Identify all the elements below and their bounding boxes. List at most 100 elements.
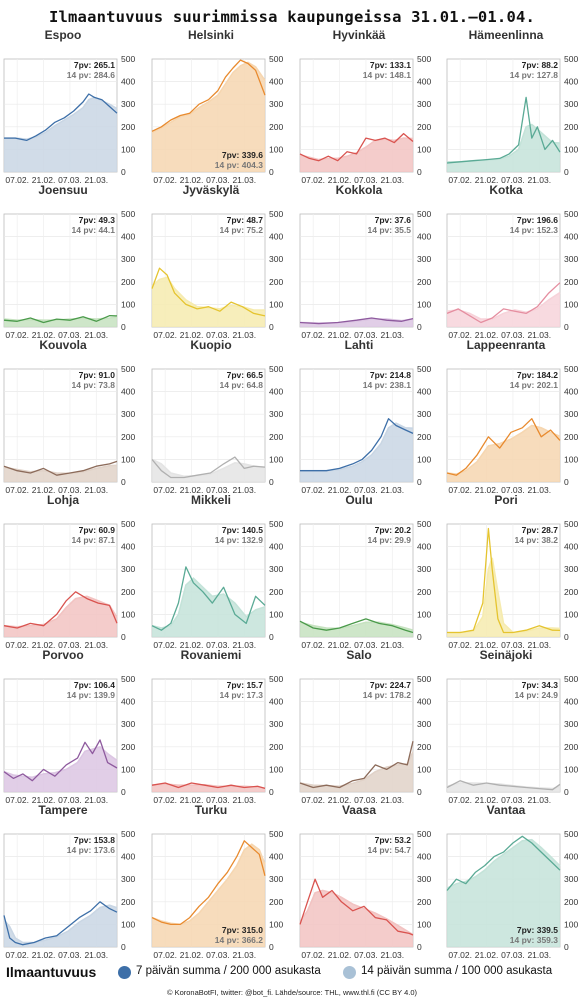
x-tick-label: 07.02. (153, 485, 177, 495)
y-tick-label: 0 (417, 477, 422, 487)
y-tick-label: 100 (417, 454, 431, 464)
y-tick-label: 200 (417, 587, 431, 597)
city-name: Kokkola (335, 183, 383, 197)
y-tick-label: 400 (121, 697, 135, 707)
city-chart: 0 100 200 300 400 500 07.02. 21.02. 07.03. 21.03.… (151, 364, 283, 495)
city-panel: Espoo 0 100 200 300 400 500 07.02. 21.02. 07.03. 2… (3, 28, 154, 185)
y-tick-label: 300 (269, 254, 283, 264)
y-tick-label: 100 (121, 454, 135, 464)
x-tick-label: 07.02. (153, 640, 177, 650)
x-tick-label: 21.02. (32, 485, 56, 495)
x-tick-label: 07.03. (501, 640, 525, 650)
series-7day-line (151, 840, 266, 926)
y-tick-label: 400 (417, 387, 431, 397)
small-multiples-grid: Espoo 0 100 200 300 400 500 07.02. 21.02. 07.03. 2… (0, 28, 584, 960)
x-tick-label: 21.02. (328, 640, 352, 650)
city-panel: Kouvola 0 100 200 300 400 500 07.02. 21.02. 07.03… (3, 338, 154, 495)
x-tick-label: 21.03. (84, 795, 108, 805)
series-14day-line (3, 464, 118, 475)
legend-7day-marker (118, 966, 131, 979)
y-tick-label: 400 (564, 852, 578, 862)
x-tick-label: 07.03. (354, 330, 378, 340)
series-14day-area (4, 97, 117, 172)
x-tick-label: 21.03. (84, 330, 108, 340)
stat-14day: 14 pv: 178.2 (363, 690, 411, 700)
city-name: Espoo (44, 28, 82, 42)
series-14day-line (3, 745, 118, 779)
y-tick-label: 100 (417, 609, 431, 619)
x-tick-label: 07.03. (354, 795, 378, 805)
city-name: Vantaa (486, 803, 526, 817)
y-tick-label: 500 (417, 519, 431, 529)
y-tick-label: 300 (417, 254, 431, 264)
city-name: Kouvola (39, 338, 87, 352)
x-tick-label: 07.03. (206, 640, 230, 650)
city-chart: 0 100 200 300 400 500 07.02. 21.02. 07.03. 21.03.… (299, 829, 431, 960)
x-tick-label: 07.03. (206, 485, 230, 495)
y-tick-label: 100 (564, 144, 578, 154)
y-tick-label: 0 (564, 942, 569, 952)
x-tick-label: 07.02. (448, 950, 472, 960)
y-tick-label: 300 (417, 99, 431, 109)
y-tick-label: 200 (417, 742, 431, 752)
x-tick-label: 07.02. (301, 175, 325, 185)
y-tick-label: 400 (269, 697, 283, 707)
x-tick-label: 21.03. (527, 175, 551, 185)
x-tick-label: 07.03. (58, 485, 82, 495)
stat-14day: 14 pv: 238.1 (363, 380, 411, 390)
series-14day-line (3, 904, 118, 944)
city-panel: Lahti 0 100 200 300 400 500 07.02. 21.02. 07.03. 2… (299, 338, 450, 495)
y-tick-label: 200 (269, 587, 283, 597)
series-14day-area (152, 784, 265, 792)
city-panel: Rovaniemi 0 100 200 300 400 500 07.02. 21.02. 07.… (151, 648, 302, 805)
city-panel: Porvoo 0 100 200 300 400 500 07.02. 21.02. 07.03.… (3, 648, 154, 805)
y-tick-label: 500 (417, 674, 431, 684)
x-tick-label: 21.03. (527, 485, 551, 495)
legend-14day-marker (343, 966, 356, 979)
y-tick-label: 100 (417, 919, 431, 929)
stat-14day: 14 pv: 54.7 (368, 845, 412, 855)
y-tick-label: 400 (121, 387, 135, 397)
city-name: Seinäjoki (479, 648, 533, 662)
y-tick-label: 0 (417, 942, 422, 952)
series-7day-line (3, 739, 118, 782)
series-7day-line (446, 780, 561, 791)
x-tick-label: 21.02. (475, 795, 499, 805)
city-chart: 0 100 200 300 400 500 07.02. 21.02. 07.03. 21.03.… (299, 54, 431, 185)
x-tick-label: 07.02. (5, 175, 29, 185)
y-tick-label: 0 (564, 477, 569, 487)
x-tick-label: 07.02. (448, 485, 472, 495)
x-tick-label: 07.02. (301, 485, 325, 495)
stat-14day: 14 pv: 44.1 (72, 225, 116, 235)
x-tick-label: 21.03. (232, 485, 256, 495)
stat-14day: 14 pv: 202.1 (510, 380, 558, 390)
city-chart: 0 100 200 300 400 500 07.02. 21.02. 07.03. 21.03.… (151, 54, 283, 185)
stat-14day: 14 pv: 73.8 (72, 380, 116, 390)
x-tick-label: 07.03. (501, 795, 525, 805)
series-14day-line (3, 595, 118, 628)
x-tick-label: 21.02. (475, 640, 499, 650)
y-tick-label: 300 (269, 719, 283, 729)
y-tick-label: 200 (269, 432, 283, 442)
city-panel: Joensuu 0 100 200 300 400 500 07.02. 21.02. 07.03… (3, 183, 154, 340)
stat-14day: 14 pv: 87.1 (72, 535, 116, 545)
x-tick-label: 07.02. (448, 330, 472, 340)
y-tick-label: 0 (121, 322, 126, 332)
y-tick-label: 500 (417, 54, 431, 64)
x-tick-label: 21.02. (180, 795, 204, 805)
y-tick-label: 0 (269, 477, 274, 487)
x-tick-label: 07.03. (206, 175, 230, 185)
x-tick-label: 21.02. (32, 330, 56, 340)
y-tick-label: 200 (564, 742, 578, 752)
stat-14day: 14 pv: 35.5 (368, 225, 412, 235)
x-tick-label: 21.03. (232, 175, 256, 185)
stat-14day: 14 pv: 366.2 (215, 935, 263, 945)
y-tick-label: 0 (121, 787, 126, 797)
x-tick-label: 07.02. (301, 795, 325, 805)
y-tick-label: 0 (121, 477, 126, 487)
y-tick-label: 500 (417, 364, 431, 374)
y-tick-label: 200 (121, 587, 135, 597)
city-panel: Helsinki 0 100 200 300 400 500 07.02. 21.02. 07.0… (151, 28, 302, 185)
x-tick-label: 07.03. (58, 950, 82, 960)
y-tick-label: 500 (269, 209, 283, 219)
